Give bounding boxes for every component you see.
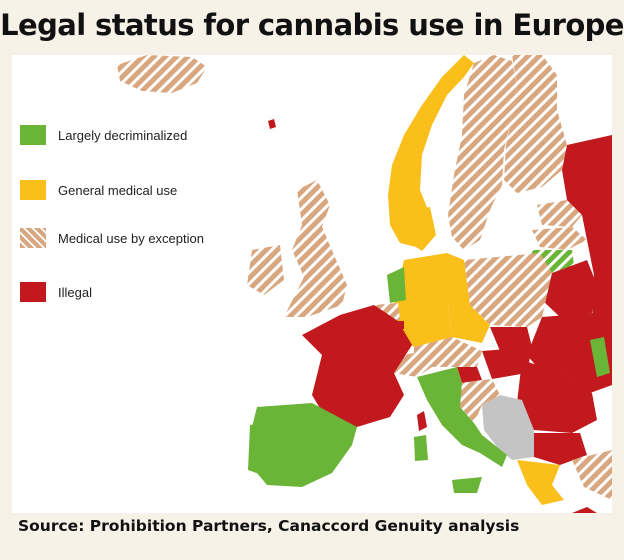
italy — [417, 367, 507, 467]
legend-label: Medical use by exception — [58, 230, 204, 246]
sardinia — [414, 435, 428, 461]
swatch-illegal — [20, 282, 46, 302]
legend-item-largely-decriminalized: Largely decriminalized — [20, 123, 187, 147]
netherlands — [387, 267, 406, 303]
belarus — [542, 260, 597, 317]
corsica — [417, 411, 427, 431]
legend-item-illegal: Illegal — [20, 280, 92, 304]
hungary — [482, 347, 532, 379]
turkey — [572, 450, 612, 500]
poland — [464, 253, 552, 327]
legend-label: Largely decriminalized — [58, 127, 188, 143]
legend-label: General medical use — [58, 182, 178, 198]
source-note: Source: Prohibition Partners, Canaccord … — [18, 517, 520, 535]
portugal — [248, 423, 264, 475]
swatch-largely-decriminalized — [20, 125, 46, 145]
swatch-medical-use-by-exception — [20, 228, 46, 248]
austria — [414, 337, 482, 367]
norway — [388, 55, 474, 247]
russia — [562, 135, 612, 355]
map-area: Largely decriminalized General medical u… — [12, 55, 612, 513]
legend-item-medical-use-by-exception: Medical use by exception — [20, 226, 204, 250]
finland — [504, 55, 567, 193]
sweden — [448, 55, 517, 250]
legend-label: Illegal — [58, 284, 92, 300]
faroe-islands — [268, 119, 276, 129]
croatia — [460, 379, 500, 423]
spain — [250, 403, 357, 487]
great-britain — [284, 180, 347, 317]
czechia — [448, 305, 490, 343]
western-balkans — [482, 395, 534, 460]
estonia — [537, 200, 582, 227]
cyprus — [572, 507, 597, 513]
iceland — [117, 55, 207, 93]
map-title: Legal status for cannabis use in Europe — [0, 8, 624, 42]
europe-map — [117, 55, 612, 513]
germany — [394, 253, 470, 347]
sicily — [452, 477, 482, 493]
greece — [517, 460, 564, 505]
romania — [517, 360, 597, 433]
ireland — [247, 245, 284, 295]
france — [302, 305, 412, 427]
moldova — [590, 337, 610, 377]
slovakia — [490, 327, 532, 351]
denmark — [410, 207, 436, 251]
latvia — [532, 227, 587, 250]
legend-item-general-medical-use: General medical use — [20, 178, 177, 202]
bulgaria — [534, 433, 587, 465]
slovenia — [457, 367, 482, 383]
swatch-general-medical-use — [20, 180, 46, 200]
